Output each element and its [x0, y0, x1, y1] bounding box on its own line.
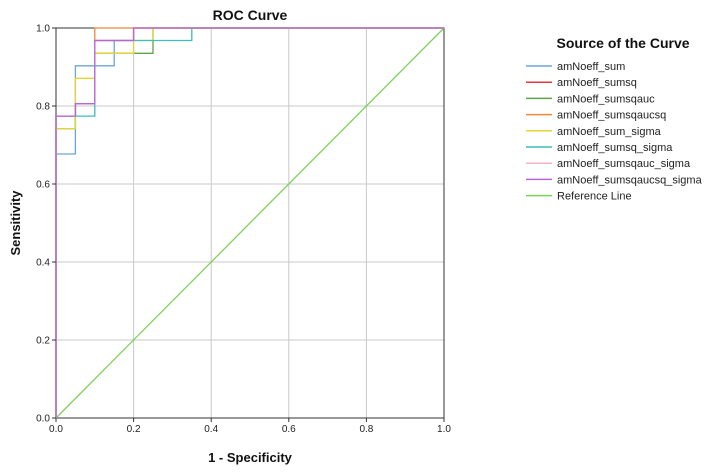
- series-layer: [55, 27, 445, 419]
- y-tick-label: 0.4: [36, 258, 50, 269]
- legend-item: amNoeff_sumsqaucsq_sigma: [526, 174, 703, 186]
- y-tick-label: 1.0: [36, 24, 50, 35]
- legend-item: amNoeff_sum: [526, 61, 625, 73]
- y-tick-label: 0.0: [36, 414, 50, 425]
- legend-label: amNoeff_sumsq: [557, 77, 637, 89]
- legend-title: Source of the Curve: [556, 35, 689, 51]
- legend-item: Reference Line: [526, 191, 632, 203]
- y-tick-label: 0.8: [36, 102, 50, 113]
- legend-label: amNoeff_sum_sigma: [557, 126, 662, 138]
- x-tick-label: 0.6: [282, 424, 296, 435]
- legend-item: amNoeff_sumsq_sigma: [526, 142, 673, 154]
- legend-label: amNoeff_sumsqauc: [557, 93, 655, 105]
- series-line-amnoeff-sumsqaucsq-sigma: [55, 27, 444, 418]
- legend-item: amNoeff_sum_sigma: [526, 126, 662, 138]
- legend: Source of the Curve amNoeff_sumamNoeff_s…: [526, 35, 703, 203]
- legend-items: amNoeff_sum amNoeff_sumsq amNoeff_sumsqauc…: [526, 61, 703, 203]
- legend-label: amNoeff_sum: [557, 61, 625, 73]
- x-axis-ticks: 0.0 0.2 0.4 0.6 0.8 1.0: [49, 418, 451, 435]
- x-tick-label: 0.4: [204, 424, 218, 435]
- x-axis-title: 1 - Specificity: [208, 450, 293, 465]
- x-tick-label: 0.8: [359, 424, 373, 435]
- x-tick-label: 1.0: [437, 424, 451, 435]
- y-axis-title: Sensitivity: [8, 190, 23, 256]
- series-line-reference-line: [55, 27, 445, 419]
- legend-label: amNoeff_sumsqaucsq_sigma: [557, 174, 703, 186]
- grid: [56, 28, 444, 418]
- legend-item: amNoeff_sumsqaucsq: [526, 110, 666, 122]
- x-tick-label: 0.2: [127, 424, 141, 435]
- legend-label: amNoeff_sumsqaucsq: [557, 110, 666, 122]
- y-tick-label: 0.2: [36, 336, 50, 347]
- legend-item: amNoeff_sumsqauc: [526, 93, 655, 105]
- chart-title: ROC Curve: [213, 7, 288, 23]
- x-tick-label: 0.0: [49, 424, 63, 435]
- legend-item: amNoeff_sumsqauc_sigma: [526, 158, 691, 170]
- legend-item: amNoeff_sumsq: [526, 77, 637, 89]
- legend-label: amNoeff_sumsqauc_sigma: [557, 158, 691, 170]
- y-tick-label: 0.6: [36, 180, 50, 191]
- legend-label: amNoeff_sumsq_sigma: [557, 142, 673, 154]
- y-axis-ticks: 0.0 0.2 0.4 0.6 0.8 1.0: [36, 24, 56, 425]
- legend-label: Reference Line: [557, 191, 632, 203]
